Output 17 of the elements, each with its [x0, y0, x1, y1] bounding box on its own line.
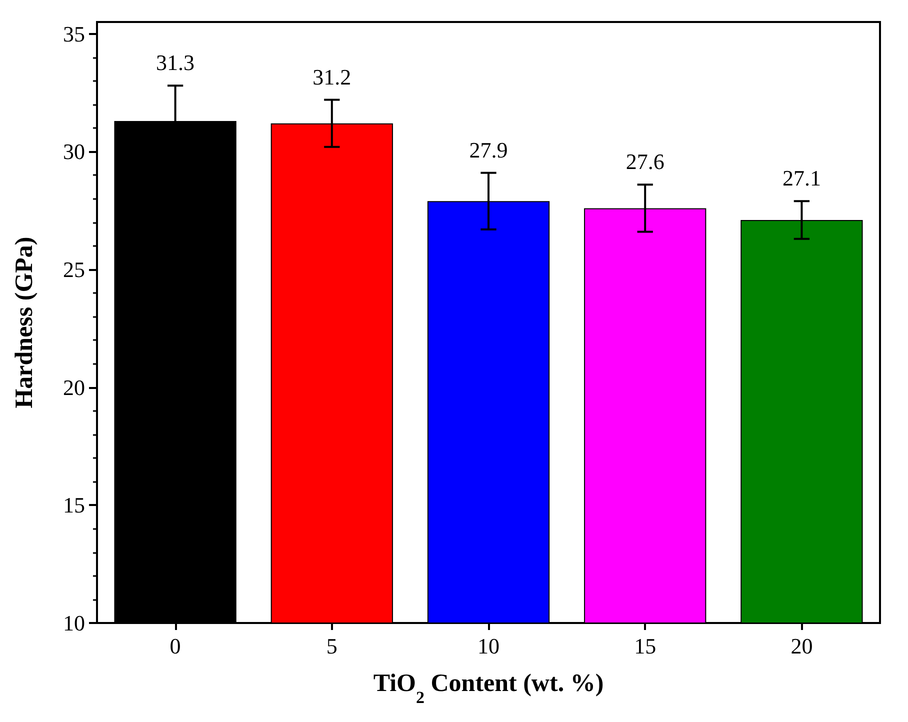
- x-tick-label: 15: [634, 634, 656, 658]
- x-tick-label: 20: [790, 634, 813, 658]
- y-tick-label: 10: [63, 610, 85, 636]
- y-tick-label: 30: [63, 139, 85, 164]
- x-tick-label: 5: [326, 634, 338, 658]
- y-tick-label: 20: [63, 374, 85, 400]
- y-tick-label: 35: [63, 21, 85, 46]
- data-label: 27.6: [626, 149, 664, 174]
- y-tick-label: 15: [63, 492, 85, 518]
- data-label: 27.9: [469, 137, 508, 162]
- data-label: 31.2: [312, 64, 352, 90]
- y-tick-label: 25: [63, 256, 85, 282]
- x-tick-label: 10: [478, 634, 500, 658]
- y-axis-title: Hardness (GPa): [11, 236, 38, 408]
- x-tick-label: 0: [170, 634, 181, 658]
- data-label: 27.1: [782, 166, 821, 191]
- data-label: 31.3: [156, 50, 195, 76]
